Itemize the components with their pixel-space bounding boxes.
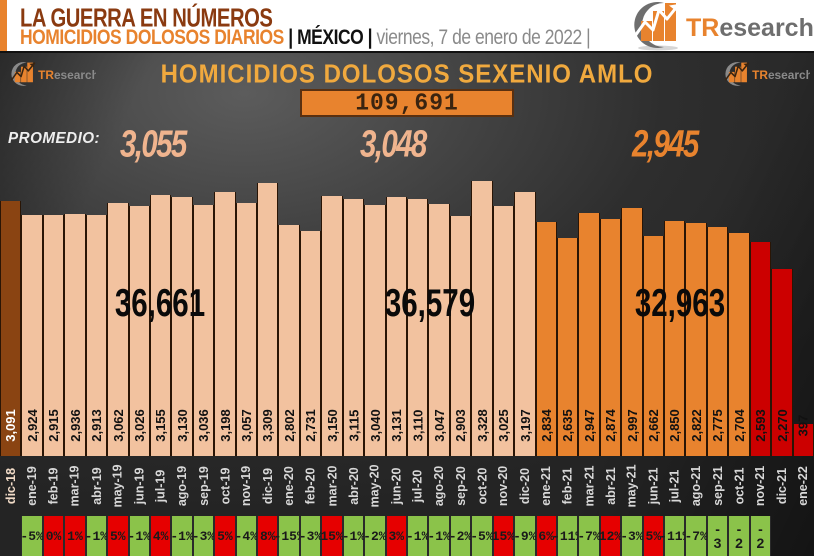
svg-text:TResearch: TResearch <box>686 14 814 42</box>
